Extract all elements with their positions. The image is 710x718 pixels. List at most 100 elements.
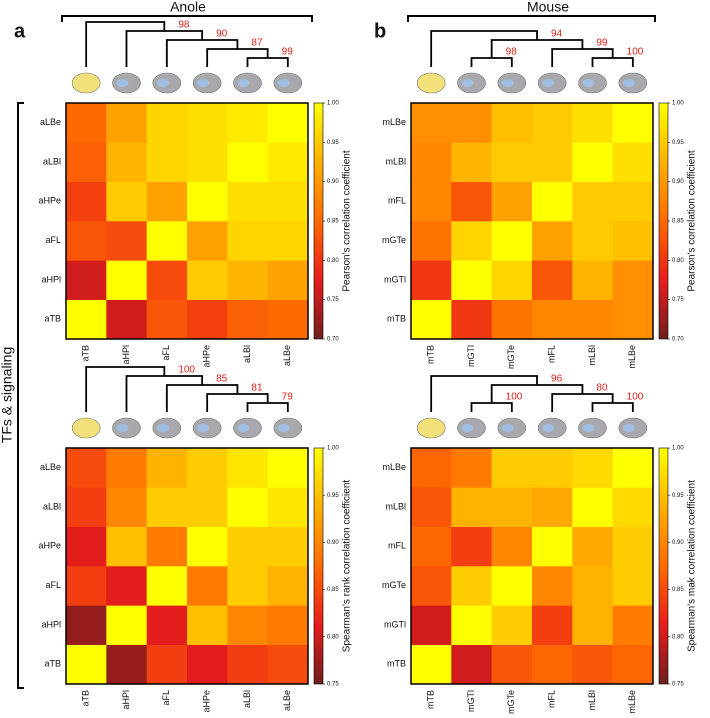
colorbar-label: Spearman's rank correlation coefficient xyxy=(342,480,353,653)
heatmap-cell xyxy=(146,299,188,340)
x-tick-label: mLBl xyxy=(587,345,597,366)
heatmap-cell xyxy=(267,181,309,222)
heatmap-cell xyxy=(451,260,492,300)
tissue-icon xyxy=(71,72,101,94)
heatmap-cell xyxy=(187,260,228,300)
colorbar-tick-label: 0.85 xyxy=(672,587,684,593)
heatmap-cell xyxy=(572,566,613,606)
heatmap-cell xyxy=(491,260,533,300)
heatmap-cell xyxy=(572,487,613,527)
colorbar-tick-label: 0.95 xyxy=(672,493,684,499)
heatmap-cell xyxy=(187,448,228,488)
heatmap-cell xyxy=(451,644,492,685)
heatmap-cell xyxy=(491,299,533,340)
heatmap-cell xyxy=(572,103,613,143)
heatmap-cell xyxy=(66,605,107,645)
dendrogram-branch xyxy=(165,384,239,412)
y-tick-label: aTB xyxy=(44,659,61,669)
y-tick-label: aHPe xyxy=(38,196,61,206)
colorbar-tick-label: 0.90 xyxy=(672,540,684,546)
heatmap-cell xyxy=(267,448,309,488)
heatmap-cell xyxy=(146,103,188,143)
heatmap-cell xyxy=(146,142,188,182)
bootstrap-label: 94 xyxy=(551,29,563,40)
x-tick-label: mGTl xyxy=(466,345,476,367)
bootstrap-label: 90 xyxy=(216,29,228,40)
tissue-icon-highlight xyxy=(542,424,555,432)
tissue-icon-highlight xyxy=(461,79,474,87)
heatmap-cell xyxy=(451,221,492,261)
heatmap-cell xyxy=(572,299,613,340)
heatmap-cell xyxy=(491,487,533,527)
dendrogram-branch xyxy=(470,57,513,67)
y-tick-label: mGTl xyxy=(384,274,406,284)
panel-label: a xyxy=(14,20,26,42)
x-tick-label: mLBl xyxy=(587,690,597,711)
colorbar-tick-label: 0.95 xyxy=(327,493,339,499)
heatmap-cell xyxy=(227,221,268,261)
dendrogram-branch xyxy=(125,30,204,67)
heatmap-cell xyxy=(451,526,492,567)
dendrogram-branch xyxy=(125,375,204,412)
tissue-icon xyxy=(416,417,446,439)
heatmap-cell xyxy=(227,260,268,300)
heatmap-cell xyxy=(146,644,188,685)
heatmap-cell xyxy=(572,260,613,300)
heatmap-cell xyxy=(227,181,268,222)
heatmap-cell xyxy=(227,103,268,143)
bootstrap-label: 99 xyxy=(282,47,294,58)
tissue-icon-highlight xyxy=(197,79,210,87)
colorbar xyxy=(313,447,324,685)
heatmap-cell xyxy=(532,448,573,488)
heatmap-cell xyxy=(532,142,573,182)
x-tick-label: mTB xyxy=(426,690,436,709)
side-bracket xyxy=(17,102,24,689)
heatmap-cell xyxy=(451,605,492,645)
heatmap-frame xyxy=(65,102,309,340)
tissue-icon-highlight xyxy=(156,79,169,87)
heatmap-cell xyxy=(572,644,613,685)
colorbar-tick-label: 0.95 xyxy=(672,140,684,146)
bootstrap-label: 99 xyxy=(596,38,608,49)
heatmap-cell xyxy=(187,299,228,340)
heatmap-cell xyxy=(146,260,188,300)
x-tick-label: mLBe xyxy=(627,690,637,714)
tissue-icon-highlight xyxy=(622,424,635,432)
x-tick-label: aTB xyxy=(81,345,91,362)
dendrogram-branch xyxy=(165,39,239,67)
species-header: Anole xyxy=(170,0,206,15)
heatmap-cell xyxy=(267,142,309,182)
heatmap-cell xyxy=(227,142,268,182)
heatmap-cell xyxy=(612,605,654,645)
y-tick-label: mFL xyxy=(388,541,406,551)
heatmap-cell xyxy=(451,487,492,527)
x-tick-label: mGTe xyxy=(506,345,516,369)
colorbar-tick-label: 1.00 xyxy=(672,446,684,452)
heatmap-cell xyxy=(532,103,573,143)
heatmap-cell xyxy=(106,448,147,488)
colorbar-tick-label: 1.00 xyxy=(327,101,339,107)
tissue-icon-highlight xyxy=(237,79,250,87)
heatmap-cell xyxy=(187,181,228,222)
header-bracket xyxy=(61,15,313,22)
tissue-icon-highlight xyxy=(116,79,129,87)
colorbar-tick-label: 0.90 xyxy=(672,179,684,185)
heatmap-cell xyxy=(66,221,107,261)
tissue-icon xyxy=(416,72,446,94)
tissue-icon-highlight xyxy=(277,79,290,87)
x-tick-label: mFL xyxy=(547,690,557,708)
colorbar-tick-label: 0.90 xyxy=(327,540,339,546)
heatmap-cell xyxy=(106,299,147,340)
heatmap-cell xyxy=(451,142,492,182)
heatmap-cell xyxy=(66,103,107,143)
y-tick-label: aHPl xyxy=(41,619,61,629)
heatmap-frame xyxy=(65,447,309,685)
heatmap-cell xyxy=(187,142,228,182)
tissue-icon-highlight xyxy=(501,424,514,432)
heatmap-cell xyxy=(146,526,188,567)
heatmap-cell xyxy=(411,448,452,488)
colorbar-tick-label: 0.75 xyxy=(327,682,339,688)
heatmap-cell xyxy=(187,605,228,645)
heatmap-cell xyxy=(187,526,228,567)
